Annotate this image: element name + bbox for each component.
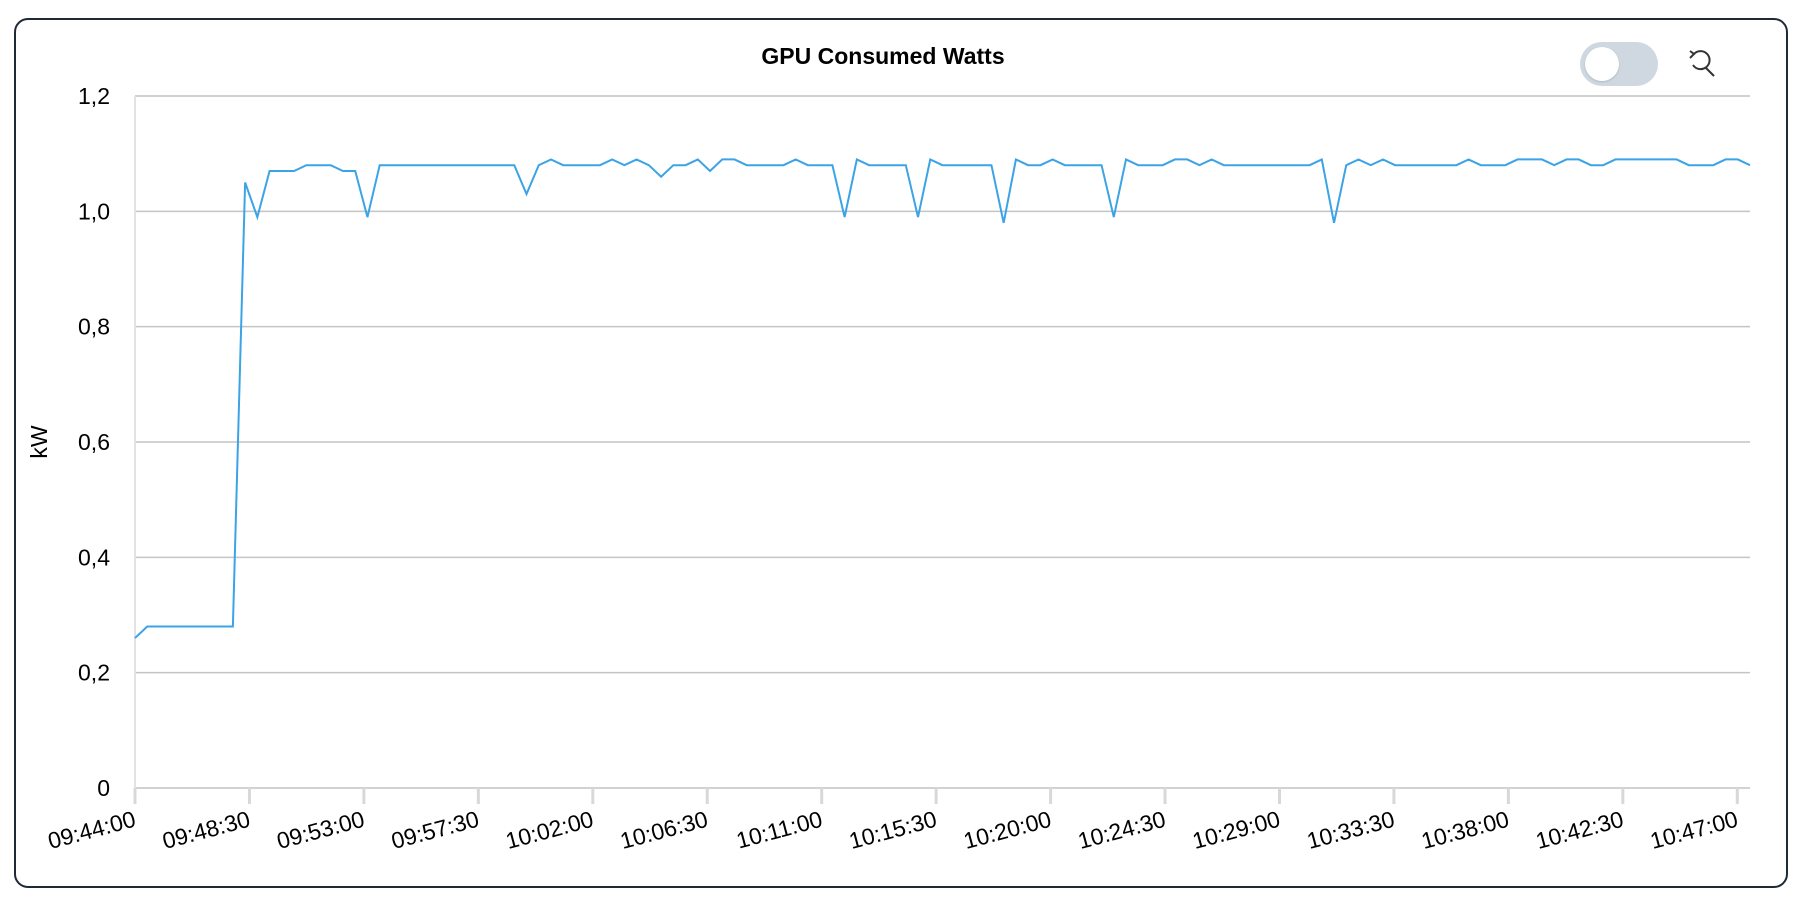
x-tick-label: 10:29:00	[1190, 806, 1283, 854]
zoom-reset-button[interactable]	[1684, 46, 1718, 80]
x-tick-label: 09:44:00	[45, 806, 138, 854]
x-tick-label: 10:15:30	[846, 806, 939, 854]
axes	[133, 96, 1739, 804]
y-tick-label: 1,0	[78, 198, 110, 224]
x-tick-label: 09:48:30	[160, 806, 253, 854]
y-tick-labels: 0 0,2 0,4 0,6 0,8 1,0 1,2	[78, 83, 110, 801]
toggle-switch[interactable]	[1580, 42, 1658, 86]
chart-card	[14, 18, 1788, 888]
series-layer[interactable]	[134, 157, 1751, 639]
x-tick-label: 10:38:00	[1418, 806, 1511, 854]
x-tick-label: 10:24:30	[1075, 806, 1168, 854]
y-tick-label: 1,2	[78, 83, 110, 109]
y-tick-label: 0,4	[78, 544, 110, 570]
series-line[interactable]	[134, 157, 1751, 639]
x-tick-label: 09:53:00	[274, 806, 367, 854]
x-tick-label: 10:02:00	[503, 806, 596, 854]
x-tick-label: 10:06:30	[617, 806, 710, 854]
y-tick-label: 0,2	[78, 660, 110, 686]
y-tick-label: 0,8	[78, 314, 110, 340]
toggle-knob	[1585, 47, 1619, 81]
chart-title: GPU Consumed Watts	[761, 43, 1004, 69]
x-tick-label: 10:33:30	[1304, 806, 1397, 854]
y-tick-label: 0,6	[78, 429, 110, 455]
x-tick-labels: 09:44:00 09:48:30 09:53:00 09:57:30 10:02:00…	[45, 806, 1740, 854]
y-tick-label: 0	[97, 775, 110, 801]
x-tick-label: 10:42:30	[1533, 806, 1626, 854]
grid-lines	[135, 95, 1750, 789]
y-axis-label: kW	[26, 425, 52, 459]
x-tick-label: 10:11:00	[733, 806, 825, 854]
x-tick-label: 10:20:00	[961, 806, 1054, 854]
x-tick-label: 10:47:00	[1647, 806, 1740, 854]
x-tick-label: 09:57:30	[388, 806, 481, 854]
zoom-reset-icon	[1689, 50, 1715, 77]
